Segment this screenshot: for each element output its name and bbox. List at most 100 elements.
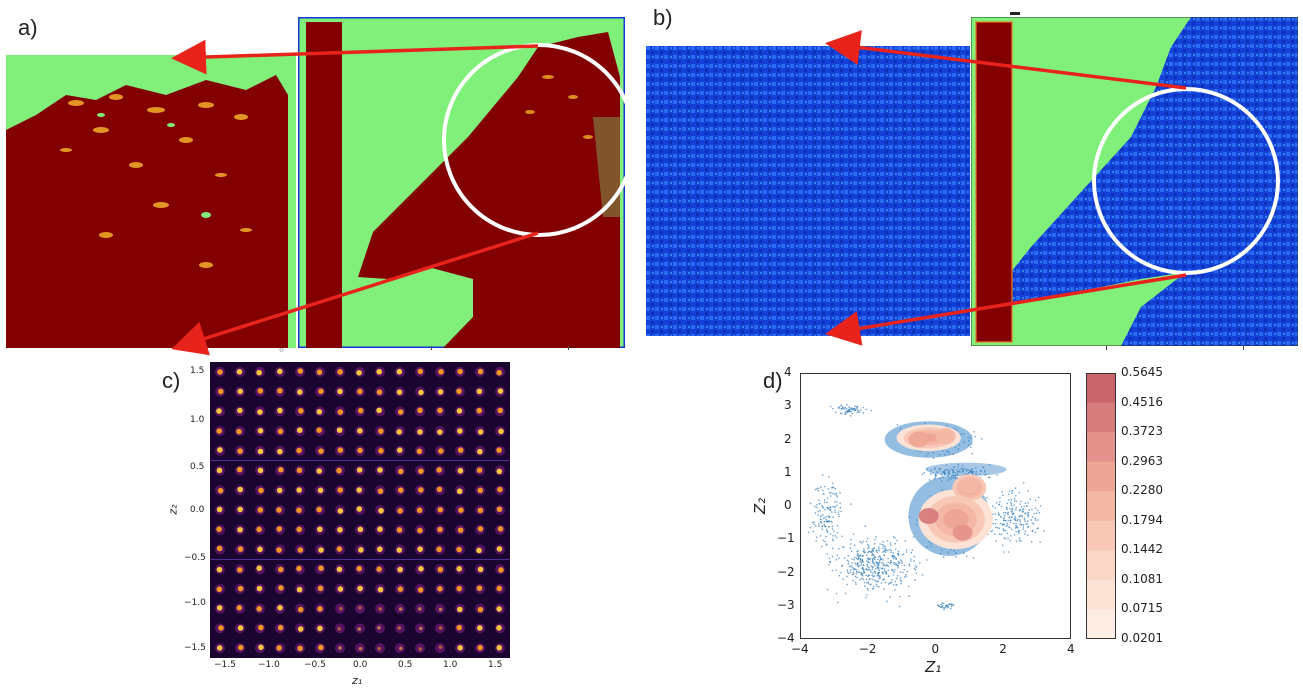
grid-spot — [417, 546, 423, 552]
grid-spot — [497, 388, 504, 394]
scatter-point — [887, 561, 889, 564]
grid-spot — [437, 566, 444, 573]
scatter-point — [850, 503, 852, 505]
grid-spot — [276, 507, 282, 513]
scatter-point — [999, 522, 1002, 525]
scatter-point — [1013, 518, 1016, 520]
scatter-point — [1005, 519, 1007, 522]
scatter-point — [898, 561, 901, 564]
scatter-point — [863, 568, 865, 570]
scatter-point — [834, 506, 836, 508]
scatter-point — [921, 473, 924, 476]
scatter-point — [883, 568, 886, 570]
scatter-point — [882, 572, 885, 575]
scatter-point — [857, 566, 860, 568]
panel-d-ytick: 4 — [784, 365, 792, 379]
scatter-point — [862, 540, 865, 543]
grid-spot — [496, 447, 502, 453]
scatter-point — [847, 562, 850, 565]
scatter-point — [1003, 551, 1005, 553]
scatter-point — [958, 469, 961, 471]
scatter-point — [831, 547, 834, 550]
scatter-point — [981, 466, 984, 468]
grid-spot — [297, 645, 303, 652]
scatter-point — [854, 562, 856, 564]
scatter-point — [973, 431, 976, 433]
panel-a-arrows — [171, 39, 539, 356]
scatter-point — [846, 411, 849, 413]
scatter-point — [844, 406, 847, 409]
scatter-point — [942, 607, 944, 609]
scatter-point — [953, 604, 955, 606]
scatter-point — [849, 547, 852, 549]
grid-spot — [456, 546, 462, 553]
scatter-point — [943, 609, 945, 611]
scatter-point — [1007, 513, 1009, 516]
scatter-point — [861, 577, 863, 580]
scatter-point — [855, 557, 858, 559]
grid-spot — [358, 547, 364, 553]
scatter-point — [930, 469, 932, 472]
grid-spot — [237, 644, 244, 651]
panel-c-ytick: −1.0 — [184, 598, 206, 608]
scatter-point — [812, 530, 815, 533]
scatter-point — [878, 571, 881, 574]
scatter-point — [941, 606, 943, 608]
scatter-point — [1026, 505, 1028, 507]
scatter-point — [829, 533, 832, 535]
grid-spot — [236, 567, 243, 573]
panel-d-colorbar — [1086, 373, 1116, 639]
scatter-point — [915, 572, 918, 575]
scatter-point — [842, 407, 844, 409]
scatter-point — [945, 464, 948, 466]
scatter-point — [816, 504, 818, 506]
scatter-point — [933, 468, 936, 471]
scatter-point — [826, 507, 829, 510]
scatter-point — [851, 566, 853, 568]
scatter-point — [850, 564, 852, 567]
scatter-point — [902, 553, 905, 555]
scatter-point — [1013, 522, 1015, 525]
grid-spot — [357, 428, 363, 434]
grid-spot — [296, 427, 303, 434]
panel-d-ytick: −3 — [777, 597, 795, 612]
scatter-point — [1009, 539, 1011, 542]
grid-spot — [356, 369, 362, 376]
scatter-point — [1018, 539, 1021, 542]
scatter-point — [826, 553, 828, 555]
scatter-point — [1007, 551, 1010, 553]
scatter-point — [844, 411, 846, 413]
scatter-point — [877, 558, 879, 561]
scatter-point — [962, 469, 965, 472]
scatter-point — [896, 424, 899, 426]
scatter-point — [1012, 512, 1015, 515]
scatter-point — [867, 547, 869, 550]
scatter-point — [853, 544, 856, 547]
scatter-point — [853, 556, 856, 559]
scatter-point — [883, 564, 886, 566]
grid-spot — [337, 409, 344, 415]
scatter-point — [1010, 503, 1013, 505]
grid-spot — [316, 468, 323, 474]
scatter-point — [948, 603, 951, 605]
scatter-point — [871, 578, 873, 581]
scatter-point — [857, 564, 859, 566]
panel-d-density-plot — [800, 373, 1071, 639]
grid-spot — [396, 527, 403, 533]
scatter-point — [842, 546, 844, 548]
panel-c-ytick: 0.5 — [190, 462, 205, 472]
scatter-point — [902, 571, 904, 574]
scatter-point — [832, 486, 835, 488]
panel-c-ylabel: z₂ — [166, 504, 180, 515]
grid-spot — [357, 526, 364, 533]
scatter-point — [932, 457, 935, 459]
scatter-point — [930, 473, 932, 475]
grid-spot — [317, 526, 323, 533]
grid-spot — [376, 407, 382, 414]
panel-c-xtick: 1.0 — [443, 660, 458, 670]
scatter-point — [864, 585, 866, 587]
grid-spot — [278, 466, 284, 473]
scatter-point — [877, 568, 880, 570]
scatter-point — [877, 546, 880, 548]
panel-b-axis-tick — [1106, 346, 1107, 350]
